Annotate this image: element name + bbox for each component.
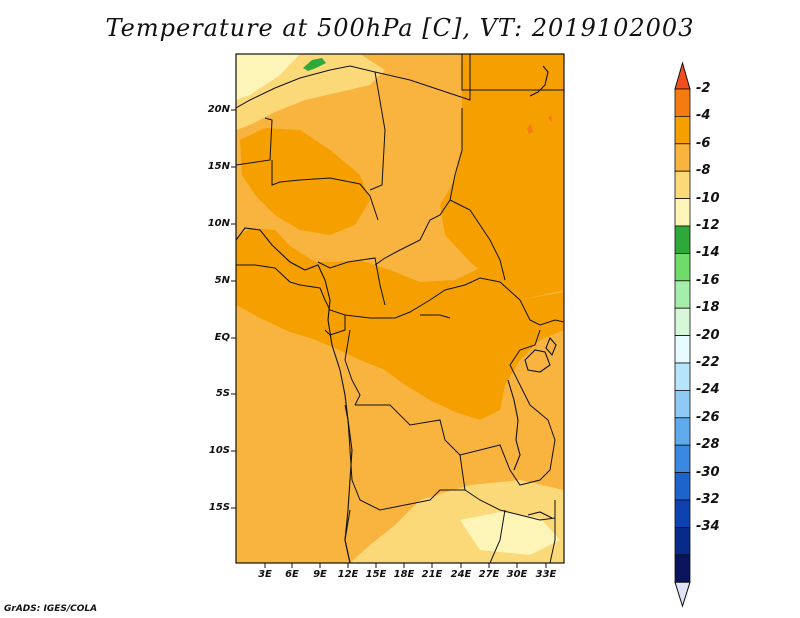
- colorbar-swatch: [674, 389, 691, 419]
- colorbar-swatch: [674, 198, 691, 227]
- coastline: [236, 65, 557, 563]
- lat-label-20n: 20N: [207, 104, 230, 115]
- colorbar-swatch: [674, 252, 691, 282]
- colorbar-top-arrow: [674, 61, 691, 90]
- colorbar-label: -18: [696, 300, 720, 316]
- field-minus4-to-minus6-central: [236, 228, 564, 420]
- colorbar-swatch: [674, 444, 691, 474]
- lat-ticks: [231, 109, 236, 509]
- colorbar-swatch: [674, 472, 691, 501]
- colorbar-swatch: [674, 225, 691, 254]
- field-minus4-to-minus6-west: [240, 128, 370, 235]
- lat-label-10s: 10S: [208, 445, 230, 456]
- colorbar-swatch: [674, 554, 691, 583]
- colorbar-label: -6: [696, 135, 711, 151]
- colorbar-label: -34: [696, 519, 720, 535]
- colorbar-label: -14: [696, 245, 720, 261]
- colorbar-label: -2: [696, 81, 711, 96]
- field-minus10-to-minus12-south: [460, 512, 560, 555]
- temperature-field: [236, 54, 564, 563]
- colorbar-swatch: [674, 88, 691, 117]
- colorbar-swatch: [674, 143, 691, 172]
- lat-label-15s: 15S: [208, 502, 230, 513]
- colorbar-label: -24: [696, 382, 720, 398]
- colorbar-label: -16: [696, 272, 720, 288]
- colorbar-label: -32: [696, 492, 720, 507]
- field-minus10-to-minus12-northwest: [236, 54, 300, 100]
- lon-label-6e: 6E: [285, 569, 299, 580]
- field-minus2-to-minus4-spot: [548, 115, 552, 122]
- colorbar-label: -30: [696, 464, 720, 480]
- colorbar-swatch: [674, 499, 691, 528]
- country-borders: [236, 54, 564, 563]
- colorbar-swatch: [674, 417, 691, 446]
- lon-label-3e: 3E: [258, 569, 272, 580]
- footer-credit: GrADS: IGES/COLA: [4, 604, 98, 614]
- lon-label-18e: 18E: [393, 569, 415, 580]
- lat-label-15n: 15N: [207, 161, 230, 172]
- colorbar-swatch: [674, 170, 691, 199]
- field-minus12-to-minus14-spot: [303, 58, 326, 71]
- field-minus4-to-minus6-east: [440, 54, 564, 300]
- lat-label-5n: 5N: [214, 275, 230, 286]
- colorbar-label: -26: [696, 409, 720, 425]
- colorbar-label: -22: [696, 355, 720, 370]
- lat-label-5s: 5S: [215, 388, 230, 399]
- field-minus2-to-minus4-spot: [527, 124, 533, 134]
- colorbar-swatch: [674, 362, 691, 391]
- map-frame: [235, 53, 565, 564]
- lon-ticks: [264, 563, 547, 568]
- lon-label-24e: 24E: [450, 569, 472, 580]
- lat-label-eq: EQ: [214, 332, 230, 343]
- colorbar-swatch: [674, 280, 691, 309]
- lon-label-9e: 9E: [313, 569, 327, 580]
- colorbar-swatch: [674, 116, 691, 145]
- colorbar: [674, 61, 691, 608]
- colorbar-swatch: [674, 307, 691, 337]
- lon-label-33e: 33E: [535, 569, 557, 580]
- colorbar-bottom-arrow: [674, 581, 691, 608]
- lat-label-10n: 10N: [207, 218, 230, 229]
- lon-label-15e: 15E: [365, 569, 387, 580]
- colorbar-label: -12: [696, 218, 720, 233]
- colorbar-label: -8: [696, 163, 711, 179]
- colorbar-label: -10: [696, 190, 720, 206]
- colorbar-swatch: [674, 335, 691, 364]
- colorbar-label: -28: [696, 437, 720, 453]
- lon-label-30e: 30E: [506, 569, 528, 580]
- colorbar-label: -4: [696, 108, 711, 124]
- lon-label-21e: 21E: [421, 569, 443, 580]
- colorbar-swatch: [674, 527, 691, 556]
- lon-label-27e: 27E: [478, 569, 500, 580]
- map-title: Temperature at 500hPa [C], VT: 201910200…: [105, 14, 695, 42]
- lon-label-12e: 12E: [337, 569, 359, 580]
- colorbar-label: -20: [696, 327, 720, 343]
